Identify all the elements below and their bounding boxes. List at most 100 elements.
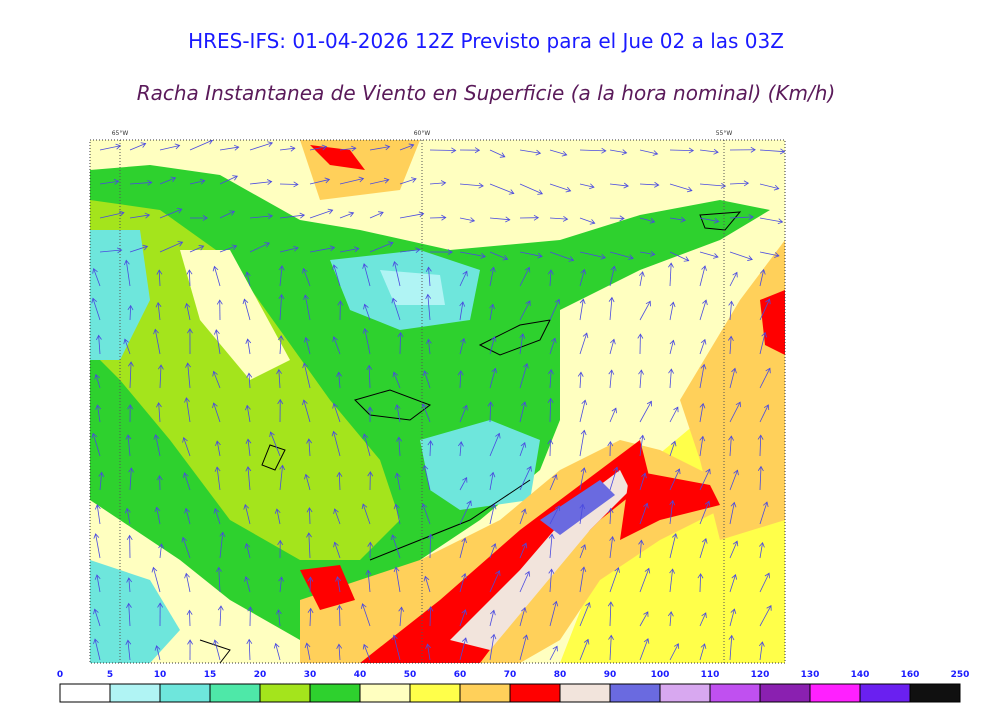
arrow-head — [398, 606, 405, 612]
arrow-shaft — [128, 603, 131, 627]
arrow-head — [766, 605, 772, 611]
arrow-head — [759, 541, 765, 548]
wind-arrow — [639, 567, 651, 593]
arrow-head — [156, 402, 162, 408]
arrow-shaft — [579, 467, 585, 491]
wind-arrow — [669, 251, 690, 262]
arrow-shaft — [189, 180, 205, 185]
arrow-head — [520, 442, 527, 448]
arrow-shaft — [459, 573, 466, 593]
wind-arrow — [457, 441, 464, 457]
wind-arrow — [519, 266, 531, 287]
wind-arrow — [396, 436, 402, 457]
arrow-shaft — [246, 405, 251, 423]
arrow-head — [537, 189, 543, 195]
arrow-shaft — [549, 601, 557, 627]
arrow-head — [302, 267, 308, 274]
arrow-head — [243, 503, 250, 510]
arrow-head — [157, 602, 164, 608]
arrow-head — [351, 145, 357, 152]
wind-arrow — [699, 251, 719, 259]
arrow-shaft — [333, 431, 341, 457]
arrow-shaft — [306, 643, 311, 661]
arrow-shaft — [489, 217, 510, 221]
arrow-head — [519, 333, 526, 339]
arrow-shaft — [759, 299, 770, 321]
arrow-head — [499, 152, 506, 158]
colorbar-box — [309, 683, 361, 703]
wind-arrow — [459, 147, 481, 154]
arrow-shaft — [309, 247, 335, 253]
arrow-head — [302, 362, 308, 369]
wind-arrow — [362, 263, 371, 287]
wind-arrow — [361, 503, 371, 525]
wind-arrow — [367, 471, 374, 491]
arrow-shaft — [669, 533, 677, 559]
wind-arrow — [549, 474, 558, 491]
wind-arrow — [153, 434, 161, 457]
arrow-shaft — [249, 181, 272, 185]
arrow-head — [637, 333, 644, 339]
arrow-head — [490, 336, 497, 342]
wind-arrow — [429, 180, 447, 187]
wind-arrow — [607, 507, 614, 525]
arrow-shaft — [219, 146, 239, 151]
arrow-head — [731, 367, 737, 374]
arrow-shaft — [519, 571, 530, 593]
wind-arrow — [427, 533, 434, 559]
arrow-head — [552, 474, 558, 480]
wind-arrow — [788, 542, 793, 558]
wind-arrow — [729, 469, 739, 491]
arrow-head — [732, 540, 739, 547]
wind-arrow — [279, 145, 296, 152]
arrow-shaft — [333, 336, 341, 355]
arrow-head — [362, 263, 368, 269]
wind-arrow — [727, 335, 734, 355]
wind-arrow — [427, 606, 434, 627]
arrow-shaft — [127, 640, 131, 661]
arrow-head — [649, 218, 656, 224]
arrow-head — [332, 402, 338, 409]
arrow-shaft — [699, 501, 710, 525]
wind-arrow — [639, 638, 650, 661]
wind-arrow — [699, 643, 707, 661]
arrow-shaft — [278, 609, 281, 627]
arrow-head — [764, 572, 770, 579]
arrow-shaft — [363, 263, 371, 287]
colorbar: 0 5 10 15 20 30 40 50 60 70 80 90 100 110 120 130 140 160… — [57, 670, 969, 703]
wind-arrow — [244, 271, 251, 287]
wind-arrow — [489, 367, 498, 389]
wind-arrow — [390, 534, 401, 559]
arrow-head — [181, 536, 188, 543]
wind-arrow — [669, 643, 680, 661]
wind-arrow — [759, 501, 769, 525]
arrow-shaft — [152, 567, 161, 593]
wind-arrow — [99, 210, 125, 219]
map — [90, 140, 795, 663]
arrow-head — [580, 566, 587, 572]
arrow-shaft — [99, 472, 103, 491]
wind-arrow — [459, 476, 468, 491]
arrow-shaft — [129, 214, 150, 219]
arrow-shaft — [93, 268, 101, 287]
arrow-head — [611, 407, 617, 414]
wind-arrow — [519, 606, 527, 627]
arrow-shaft — [759, 542, 763, 559]
arrow-shaft — [790, 366, 795, 388]
wind-arrow — [391, 297, 401, 321]
wind-arrow — [519, 401, 527, 423]
wind-arrow — [339, 176, 365, 185]
arrow-head — [425, 643, 431, 649]
arrow-head — [607, 507, 614, 514]
arrow-head — [669, 339, 676, 346]
arrow-shaft — [459, 609, 466, 627]
arrow-head — [474, 147, 481, 154]
arrow-shaft — [459, 500, 472, 525]
arrow-shaft — [99, 212, 124, 219]
wind-arrow — [459, 637, 468, 661]
arrow-shaft — [214, 508, 221, 525]
arrow-head — [765, 367, 771, 374]
arrow-head — [487, 401, 494, 407]
wind-arrow — [699, 435, 706, 457]
arrow-head — [393, 566, 400, 573]
